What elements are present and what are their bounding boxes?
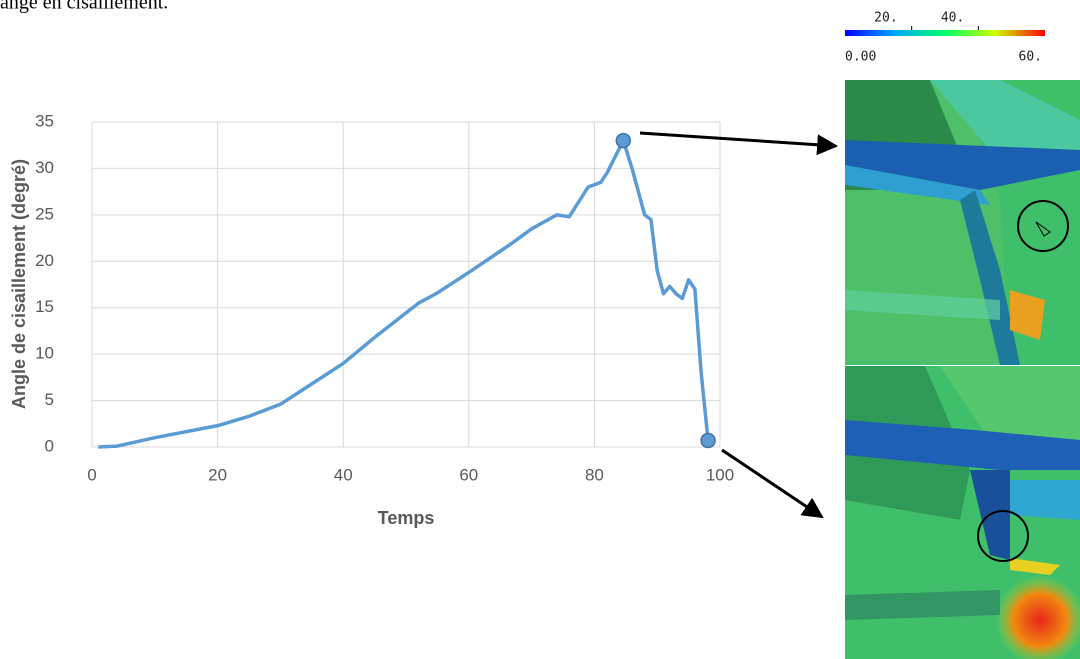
mesh-image-bottom — [845, 366, 1080, 659]
y-tick-label: 10 — [35, 344, 54, 363]
arrow — [639, 131, 839, 156]
x-axis-label: Temps — [378, 508, 435, 528]
colorbar-tick-label: 20. — [874, 11, 897, 26]
y-tick-label: 15 — [35, 297, 54, 316]
colorbar-label: 0.00 — [845, 50, 876, 65]
caption: ange en cisaillement. — [0, 0, 168, 14]
x-tick-label: 0 — [87, 465, 96, 484]
mesh-image-top — [845, 80, 1080, 365]
y-axis-label: Angle de cisaillement (degré) — [9, 159, 29, 409]
y-tick-label: 30 — [35, 158, 54, 177]
y-tick-label: 35 — [35, 111, 54, 130]
chart: 0 5 10 15 20 25 30 35 0 20 40 60 80 100 — [35, 111, 734, 484]
y-tick-label: 5 — [45, 390, 54, 409]
y-tick-label: 20 — [35, 251, 54, 270]
x-tick-label: 60 — [459, 465, 478, 484]
x-tick-label: 80 — [585, 465, 604, 484]
colorbar: 0.00 60. 20. 40. — [845, 11, 1045, 65]
y-tick-label: 0 — [45, 436, 54, 455]
colorbar-gradient — [845, 30, 1045, 36]
x-tick-label: 100 — [706, 465, 734, 484]
x-tick-label: 20 — [208, 465, 227, 484]
x-tick-label: 40 — [334, 465, 353, 484]
arrow — [721, 448, 824, 519]
colorbar-label: 60. — [1019, 50, 1042, 65]
line-series — [98, 138, 710, 449]
y-tick-label: 25 — [35, 204, 54, 223]
highlight-point — [615, 132, 632, 149]
highlight-point — [700, 432, 716, 449]
colorbar-tick-label: 40. — [941, 11, 964, 26]
